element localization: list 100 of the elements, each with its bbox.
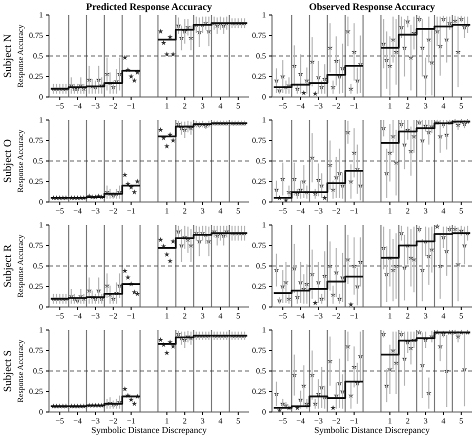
y-axis-title: Response Accuracy bbox=[16, 340, 25, 402]
x-tick-label: −1 bbox=[350, 312, 358, 321]
x-axis-title: Symbolic Distance Discrepancy bbox=[314, 425, 430, 435]
y-axis-title: Response Accuracy bbox=[16, 24, 25, 88]
x-tick-label: 5 bbox=[236, 206, 240, 216]
x-tick-label: −3 bbox=[314, 312, 323, 321]
y-tick-label: 1 bbox=[39, 10, 43, 20]
y-tick-label: 0 bbox=[262, 198, 266, 207]
y-tick-label: 1 bbox=[262, 326, 266, 335]
x-tick-label: 3 bbox=[200, 416, 205, 426]
text: Subject N bbox=[2, 34, 14, 78]
y-tick-label: 1 bbox=[262, 116, 266, 125]
x-tick-label: −1 bbox=[126, 102, 136, 111]
x-tick-label: 5 bbox=[459, 312, 464, 321]
x-tick-label: −3 bbox=[314, 206, 323, 216]
y-tick-label: 0 bbox=[262, 408, 266, 417]
y-tick-label: 0.75 bbox=[29, 31, 43, 40]
y-tick-label: 0.75 bbox=[29, 346, 43, 356]
x-tick-label: −2 bbox=[109, 416, 118, 426]
x-axis-title: Symbolic Distance Discrepancy bbox=[91, 425, 208, 435]
x-tick-label: 1 bbox=[164, 206, 169, 216]
y-tick-label: 0.75 bbox=[29, 241, 43, 250]
x-tick-label: 5 bbox=[459, 102, 464, 111]
x-tick-label: 1 bbox=[164, 102, 169, 111]
x-tick-label: −2 bbox=[332, 416, 341, 426]
y-tick-label: 0.5 bbox=[256, 262, 266, 271]
x-tick-label: 3 bbox=[424, 416, 428, 426]
y-tick-label: 0.25 bbox=[252, 177, 266, 186]
x-tick-label: −5 bbox=[55, 206, 64, 216]
x-tick-label: −2 bbox=[332, 312, 341, 321]
y-tick-label: 0.25 bbox=[29, 72, 43, 82]
x-tick-label: 3 bbox=[200, 312, 205, 321]
x-tick-label: −5 bbox=[278, 312, 287, 321]
y-tick-label: 1 bbox=[262, 10, 266, 20]
y-tick-label: 1 bbox=[39, 116, 43, 125]
x-tick-label: 4 bbox=[441, 206, 446, 216]
x-tick-label: 1 bbox=[164, 312, 169, 321]
x-tick-label: 2 bbox=[182, 102, 187, 111]
x-tick-label: −4 bbox=[73, 312, 82, 321]
x-tick-label: 4 bbox=[218, 102, 222, 111]
x-tick-label: 4 bbox=[218, 416, 222, 426]
x-tick-label: −5 bbox=[55, 312, 64, 321]
x-tick-label: −3 bbox=[91, 206, 100, 216]
chart-title: Observed Response Accuracy bbox=[308, 2, 436, 13]
y-tick-label: 0 bbox=[39, 198, 43, 207]
x-tick-label: −4 bbox=[73, 102, 82, 111]
x-tick-label: −2 bbox=[332, 102, 341, 111]
x-tick-label: 2 bbox=[182, 312, 187, 321]
x-tick-label: 4 bbox=[441, 312, 446, 321]
y-tick-label: 0.75 bbox=[252, 241, 266, 250]
x-tick-label: −2 bbox=[109, 102, 118, 111]
text: Subject O bbox=[2, 139, 14, 183]
x-tick-label: −1 bbox=[126, 206, 136, 216]
y-tick-label: 1 bbox=[262, 220, 266, 230]
x-tick-label: −1 bbox=[126, 312, 136, 321]
x-tick-label: −4 bbox=[73, 206, 82, 216]
y-tick-label: 0 bbox=[39, 92, 43, 102]
x-tick-label: 4 bbox=[218, 312, 222, 321]
x-tick-label: 5 bbox=[459, 206, 464, 216]
y-tick-label: 0.5 bbox=[256, 156, 266, 166]
y-tick-label: 0.5 bbox=[33, 262, 43, 271]
x-tick-label: 2 bbox=[182, 416, 187, 426]
x-tick-label: −4 bbox=[296, 312, 305, 321]
y-tick-label: 1 bbox=[39, 220, 43, 230]
y-tick-label: 0.75 bbox=[252, 136, 266, 146]
x-tick-label: −4 bbox=[73, 416, 82, 426]
x-tick-label: −2 bbox=[109, 312, 118, 321]
y-axis-title: Response Accuracy bbox=[16, 130, 25, 192]
y-tick-label: 0.5 bbox=[33, 156, 43, 166]
x-tick-label: −1 bbox=[126, 416, 136, 426]
x-tick-label: −3 bbox=[314, 102, 323, 111]
x-tick-label: −5 bbox=[55, 102, 64, 111]
y-tick-label: 0.25 bbox=[252, 72, 266, 82]
x-tick-label: −3 bbox=[314, 416, 323, 426]
x-tick-label: 3 bbox=[200, 102, 205, 111]
x-tick-label: 2 bbox=[406, 102, 410, 111]
text: Subject S bbox=[2, 350, 14, 392]
x-tick-label: −1 bbox=[350, 416, 358, 426]
x-tick-label: 1 bbox=[388, 312, 392, 321]
x-tick-label: 1 bbox=[164, 416, 169, 426]
y-tick-label: 0 bbox=[262, 302, 266, 312]
x-tick-label: 2 bbox=[182, 206, 187, 216]
x-tick-label: −1 bbox=[350, 102, 358, 111]
x-tick-label: −4 bbox=[296, 416, 305, 426]
chart-title: Predicted Response Accuracy bbox=[86, 2, 212, 13]
x-tick-label: 5 bbox=[236, 416, 240, 426]
y-tick-label: 0 bbox=[39, 408, 43, 417]
x-tick-label: 4 bbox=[441, 416, 446, 426]
y-tick-label: 0 bbox=[262, 92, 266, 102]
x-tick-label: 2 bbox=[406, 206, 410, 216]
x-tick-label: −5 bbox=[278, 102, 287, 111]
x-tick-label: 1 bbox=[388, 416, 392, 426]
x-tick-label: −5 bbox=[55, 416, 64, 426]
x-tick-label: −3 bbox=[91, 102, 100, 111]
y-tick-label: 0 bbox=[39, 302, 43, 312]
x-tick-label: −1 bbox=[350, 206, 358, 216]
x-tick-label: 3 bbox=[200, 206, 205, 216]
y-tick-label: 0.5 bbox=[33, 52, 43, 61]
x-tick-label: 1 bbox=[388, 206, 392, 216]
x-tick-label: 4 bbox=[218, 206, 222, 216]
